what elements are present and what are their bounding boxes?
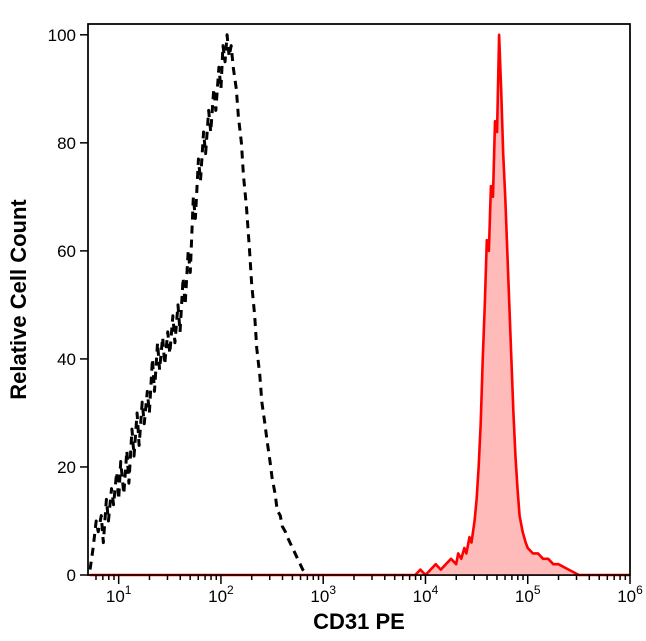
x-tick-label: 104 [413, 583, 439, 606]
y-tick-label: 40 [57, 350, 76, 369]
chart-svg: 101 102 103 104 105 106 CD31 PE 0 20 40 60 80 100 Rel… [0, 0, 646, 641]
x-tick-label: 103 [310, 583, 336, 606]
y-tick-label: 0 [67, 566, 76, 585]
series-fill-sample [90, 35, 630, 575]
x-axis-label: CD31 PE [313, 609, 405, 634]
series-line-sample [90, 35, 630, 575]
flow-cytometry-histogram: 101 102 103 104 105 106 CD31 PE 0 20 40 60 80 100 Rel… [0, 0, 646, 641]
y-tick-label: 60 [57, 242, 76, 261]
x-tick-label: 102 [208, 583, 234, 606]
x-tick-label: 101 [106, 583, 132, 606]
y-tick-label: 80 [57, 134, 76, 153]
series-line-control [90, 35, 308, 575]
y-axis-label: Relative Cell Count [6, 199, 31, 400]
x-tick-label: 106 [617, 583, 643, 606]
y-tick-label: 100 [48, 26, 76, 45]
plot-area [88, 24, 630, 575]
y-tick-label: 20 [57, 458, 76, 477]
x-tick-label: 105 [515, 583, 541, 606]
plot-border-top [88, 24, 630, 575]
